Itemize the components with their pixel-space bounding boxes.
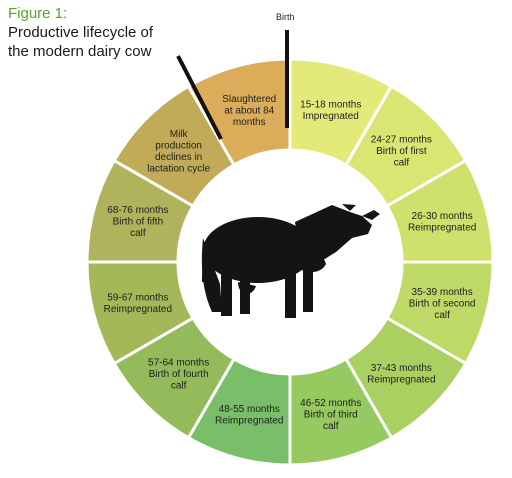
stage-label-line: production <box>155 140 202 151</box>
figure-title-line-2: the modern dairy cow <box>8 43 152 60</box>
stage-label-line: calf <box>394 158 410 169</box>
stage-label-line: Reimpregnated <box>104 304 172 315</box>
stage-label-line: Impregnated <box>303 111 359 122</box>
stage-label-line: 68-76 months <box>107 205 168 216</box>
birth-label: Birth <box>276 12 295 22</box>
stage-label-line: Birth of third <box>304 410 358 421</box>
stage-label-line: months <box>233 117 266 128</box>
stage-label-line: calf <box>130 228 146 239</box>
stage-label-line: calf <box>434 310 450 321</box>
stage-label-line: 48-55 months <box>219 404 280 415</box>
stage-label-line: 24-27 months <box>371 135 432 146</box>
stage-label-line: Slaughtered <box>222 94 276 105</box>
stage-label-line: at about 84 <box>224 105 274 116</box>
stage-label-line: 59-67 months <box>107 293 168 304</box>
stage-label: 24-27 months Birth of first calf <box>371 135 432 169</box>
stage-label: 15-18 months Impregnated <box>300 100 361 123</box>
stage-label-line: calf <box>171 380 187 391</box>
slaughter-marker-line <box>176 55 223 140</box>
stage-label-line: declines in <box>155 152 202 163</box>
stage-label-line: calf <box>323 421 339 432</box>
stage-label-line: Birth of first <box>376 146 427 157</box>
stage-label: 59-67 months Reimpregnated <box>104 293 172 316</box>
lifecycle-ring <box>85 57 495 467</box>
stage-label: 68-76 months Birth of fifth calf <box>107 205 168 239</box>
figure-label: Figure 1: <box>8 5 68 22</box>
stage-label-line: 35-39 months <box>412 287 473 298</box>
stage-label-line: 26-30 months <box>412 211 473 222</box>
stage-label-line: Milk <box>170 129 189 140</box>
stage-label: 46-52 months Birth of third calf <box>300 398 361 432</box>
stage-label-line: Reimpregnated <box>367 375 435 386</box>
stage-label: 37-43 months Reimpregnated <box>367 363 435 386</box>
stage-label-line: 46-52 months <box>300 398 361 409</box>
stage-label-line: 57-64 months <box>148 357 209 368</box>
stage-label-line: Reimpregnated <box>215 415 283 426</box>
stage-label-line: 37-43 months <box>371 363 432 374</box>
stage-label: 35-39 months Birth of second calf <box>409 287 476 321</box>
stage-label-line: lactation cycle <box>147 163 210 174</box>
stage-label: 26-30 months Reimpregnated <box>408 211 476 234</box>
cow-icon <box>201 204 380 318</box>
stage-label-line: Birth of second <box>409 298 476 309</box>
stage-label-line: 15-18 months <box>300 100 361 111</box>
stage-label-line: Reimpregnated <box>408 222 476 233</box>
figure-title-line-1: Productive lifecycle of <box>8 24 154 41</box>
stage-label: Milk production declines in lactation cycle <box>147 129 210 175</box>
stage-label-line: Birth of fifth <box>113 217 164 228</box>
stage-label: Slaughtered at about 84 months <box>222 94 276 128</box>
stage-label: 48-55 months Reimpregnated <box>215 404 283 427</box>
stage-label-line: Birth of fourth <box>149 369 209 380</box>
stage-segment <box>186 57 292 168</box>
stage-label: 57-64 months Birth of fourth calf <box>148 357 209 391</box>
